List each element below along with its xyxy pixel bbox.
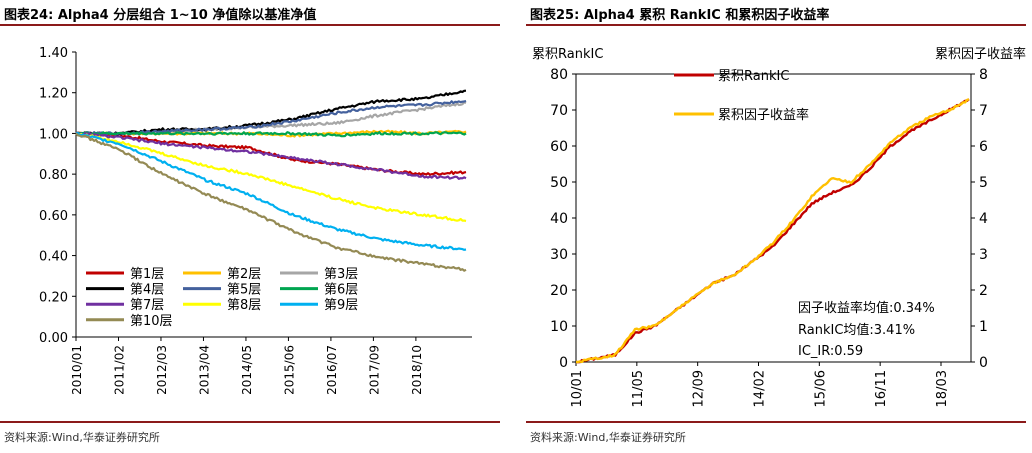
x-tick-label: 2016/07 xyxy=(325,345,339,395)
legend-label: 累积RankIC xyxy=(718,69,789,84)
x-tick-label: 15/06 xyxy=(813,370,828,407)
y-tick-label: 0.00 xyxy=(39,331,68,346)
left-y-tick-label: 40 xyxy=(550,211,568,227)
right-figure-title: 图表25: Alpha4 累积 RankIC 和累积因子收益率 xyxy=(530,8,830,23)
left-y-tick-label: 20 xyxy=(550,283,568,299)
legend-label: 第1层 xyxy=(130,267,164,282)
series-line-9 xyxy=(75,132,467,251)
left-y-tick-label: 10 xyxy=(550,319,568,335)
right-chart-panel: 图表25: Alpha4 累积 RankIC 和累积因子收益率 累积RankIC… xyxy=(526,0,1032,453)
left-y-tick-label: 70 xyxy=(550,103,568,119)
left-title-rule xyxy=(0,24,500,26)
x-tick-label: 2013/04 xyxy=(197,345,211,395)
legend-label: 第6层 xyxy=(324,283,358,298)
x-tick-label: 2012/03 xyxy=(155,345,169,395)
left-chart-panel: 图表24: Alpha4 分层组合 1~10 净值除以基准净值 0.00 0.20… xyxy=(0,0,506,453)
x-tick-label: 2010/01 xyxy=(70,345,84,395)
right-source: 资料来源:Wind,华泰证券研究所 xyxy=(530,431,686,444)
series-line-3 xyxy=(75,101,467,136)
series-line-10 xyxy=(75,132,467,272)
left-figure-title: 图表24: Alpha4 分层组合 1~10 净值除以基准净值 xyxy=(4,8,317,23)
legend-label: 第9层 xyxy=(324,298,358,313)
series-line-1 xyxy=(575,98,970,364)
series-line-6 xyxy=(75,131,467,138)
legend-label: 第4层 xyxy=(130,283,164,298)
right-y-tick-label: 2 xyxy=(979,283,988,299)
series-line-4 xyxy=(75,89,467,136)
series-line-5 xyxy=(75,99,467,136)
right-y-tick-label: 1 xyxy=(979,319,988,335)
right-source-rule xyxy=(526,421,1026,423)
stat-annotation: IC_IR:0.59 xyxy=(798,344,863,359)
y-tick-label: 0.20 xyxy=(39,290,68,305)
legend-label: 第7层 xyxy=(130,298,164,313)
series-line-2 xyxy=(576,98,970,364)
legend-label: 第8层 xyxy=(227,298,261,313)
x-tick-label: 12/09 xyxy=(692,370,707,407)
left-y-tick-label: 50 xyxy=(550,175,568,191)
y-tick-label: 0.80 xyxy=(39,168,68,183)
left-source-rule xyxy=(0,421,500,423)
x-tick-label: 2017/09 xyxy=(367,345,381,395)
x-tick-label: 16/11 xyxy=(874,370,889,407)
y-tick-label: 1.20 xyxy=(39,87,68,102)
stat-annotation: RankIC均值:3.41% xyxy=(798,322,915,338)
y-tick-label: 0.40 xyxy=(39,250,68,265)
series-line-8 xyxy=(75,132,467,223)
x-tick-label: 18/03 xyxy=(935,370,950,407)
right-y-tick-label: 6 xyxy=(979,139,988,155)
left-source: 资料来源:Wind,华泰证券研究所 xyxy=(4,431,160,444)
left-axis-title: 累积RankIC xyxy=(532,47,603,62)
right-y-tick-label: 0 xyxy=(979,355,988,371)
left-y-tick-label: 80 xyxy=(550,67,568,83)
left-chart: 0.00 0.20 0.40 0.60 0.80 1.00 1.20 1.40 2010/01 2… xyxy=(39,46,472,395)
x-tick-label: 11/05 xyxy=(631,370,646,407)
right-y-tick-label: 8 xyxy=(979,67,988,83)
x-tick-label: 2014/05 xyxy=(240,345,254,395)
legend-label: 第5层 xyxy=(227,283,261,298)
right-y-tick-label: 3 xyxy=(979,247,988,263)
x-tick-label: 2018/10 xyxy=(410,345,424,395)
x-tick-label: 2011/02 xyxy=(112,345,126,395)
x-tick-label: 10/01 xyxy=(570,370,585,407)
legend-label: 累积因子收益率 xyxy=(718,107,809,123)
y-tick-label: 0.60 xyxy=(39,209,68,224)
left-y-tick-label: 30 xyxy=(550,247,568,263)
series-line-7 xyxy=(75,132,467,180)
y-tick-label: 1.40 xyxy=(39,46,68,61)
right-y-tick-label: 7 xyxy=(979,103,988,119)
legend-label: 第3层 xyxy=(324,267,358,282)
right-y-tick-label: 4 xyxy=(979,211,988,227)
left-y-tick-label: 0 xyxy=(559,355,568,371)
right-y-tick-label: 5 xyxy=(979,175,988,191)
right-title-rule xyxy=(526,24,1026,26)
left-y-tick-label: 60 xyxy=(550,139,568,155)
x-tick-label: 2015/06 xyxy=(282,345,296,395)
legend-label: 第10层 xyxy=(130,314,173,329)
x-tick-label: 14/02 xyxy=(753,370,768,407)
right-axis-title: 累积因子收益率 xyxy=(935,46,1026,62)
stat-annotation: 因子收益率均值:0.34% xyxy=(798,300,935,316)
y-tick-label: 1.00 xyxy=(39,127,68,142)
legend-label: 第2层 xyxy=(227,267,261,282)
right-chart: 累积RankIC 累积因子收益率 0 10 20 30 40 50 60 70 80 0 1 2 3 4 5 6 7… xyxy=(532,46,1026,407)
